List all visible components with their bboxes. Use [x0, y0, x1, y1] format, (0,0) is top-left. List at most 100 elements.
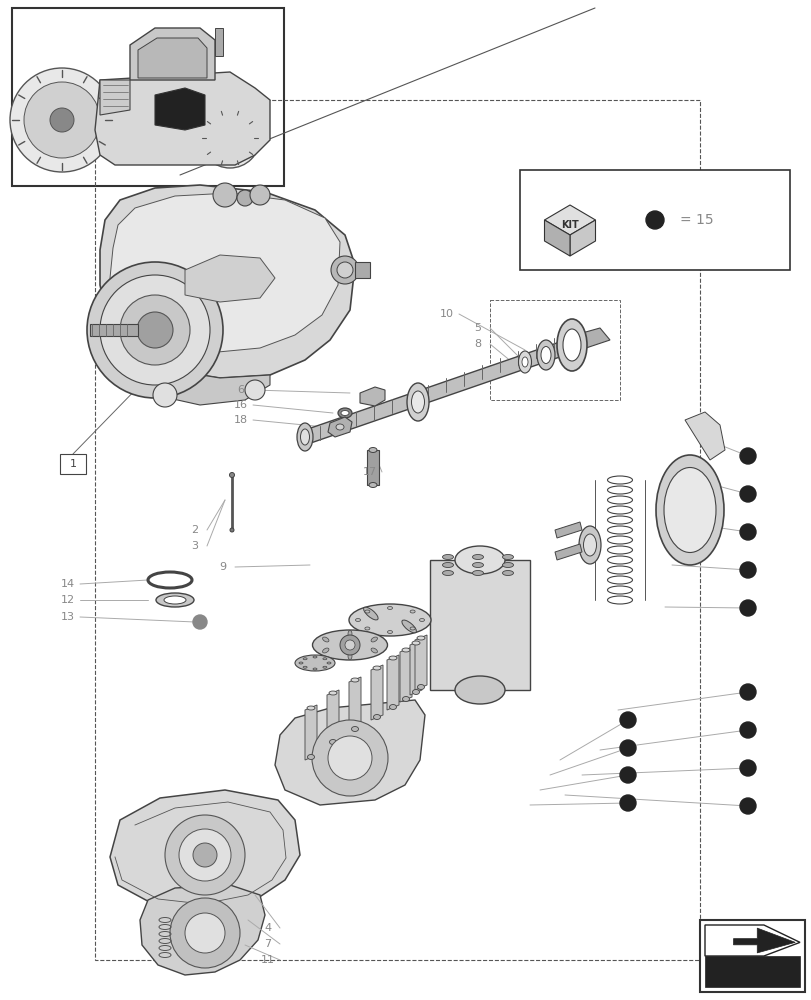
Ellipse shape — [389, 704, 396, 710]
Ellipse shape — [294, 655, 335, 671]
Circle shape — [739, 722, 755, 738]
Ellipse shape — [540, 347, 551, 363]
Circle shape — [646, 211, 663, 229]
Circle shape — [208, 116, 251, 160]
Polygon shape — [100, 185, 354, 378]
Text: 14: 14 — [61, 579, 75, 589]
Circle shape — [193, 843, 217, 867]
Ellipse shape — [230, 528, 234, 532]
Ellipse shape — [363, 607, 378, 620]
Ellipse shape — [323, 658, 327, 660]
Ellipse shape — [327, 662, 331, 664]
Polygon shape — [574, 328, 609, 350]
Bar — [704, 956, 799, 987]
Ellipse shape — [156, 593, 194, 607]
Ellipse shape — [536, 340, 554, 370]
Polygon shape — [569, 220, 594, 256]
Ellipse shape — [562, 329, 581, 361]
Bar — [95, 100, 699, 960]
Circle shape — [193, 615, 207, 629]
Polygon shape — [185, 255, 275, 302]
Circle shape — [100, 275, 210, 385]
Ellipse shape — [388, 656, 397, 660]
Ellipse shape — [406, 383, 428, 421]
Ellipse shape — [655, 455, 723, 565]
Ellipse shape — [373, 714, 380, 720]
Ellipse shape — [336, 424, 344, 430]
Text: 16: 16 — [234, 400, 247, 410]
Ellipse shape — [411, 641, 419, 645]
Circle shape — [165, 815, 245, 895]
Circle shape — [739, 486, 755, 502]
Text: 9: 9 — [219, 562, 226, 572]
Ellipse shape — [417, 636, 424, 640]
Polygon shape — [305, 705, 316, 760]
Circle shape — [328, 736, 371, 780]
Circle shape — [331, 256, 358, 284]
Text: KIT: KIT — [560, 220, 578, 230]
Circle shape — [739, 760, 755, 776]
Polygon shape — [138, 38, 207, 78]
Bar — [60, 454, 86, 474]
Ellipse shape — [312, 630, 387, 660]
Ellipse shape — [411, 391, 424, 413]
Ellipse shape — [371, 637, 377, 642]
Circle shape — [340, 635, 359, 655]
Ellipse shape — [312, 668, 316, 670]
Text: 6: 6 — [237, 385, 244, 395]
Circle shape — [237, 190, 253, 206]
Ellipse shape — [454, 676, 504, 704]
Ellipse shape — [307, 754, 314, 760]
Bar — [215, 28, 223, 56]
Text: 17: 17 — [363, 467, 376, 477]
Polygon shape — [544, 220, 569, 256]
Polygon shape — [554, 544, 581, 560]
Polygon shape — [704, 925, 799, 956]
Ellipse shape — [322, 637, 328, 642]
Ellipse shape — [417, 684, 424, 690]
Ellipse shape — [419, 618, 424, 621]
Ellipse shape — [303, 666, 307, 668]
Ellipse shape — [387, 606, 392, 609]
Ellipse shape — [442, 562, 453, 568]
Ellipse shape — [371, 648, 377, 653]
Circle shape — [185, 913, 225, 953]
Ellipse shape — [521, 357, 527, 367]
Polygon shape — [414, 635, 427, 690]
Polygon shape — [275, 700, 424, 805]
Ellipse shape — [583, 534, 596, 556]
Bar — [430, 560, 530, 690]
Circle shape — [620, 795, 635, 811]
Ellipse shape — [230, 473, 234, 478]
Ellipse shape — [502, 562, 513, 568]
Text: 5: 5 — [474, 323, 481, 333]
Ellipse shape — [401, 648, 410, 652]
Ellipse shape — [502, 570, 513, 576]
Ellipse shape — [401, 620, 416, 633]
Ellipse shape — [472, 570, 483, 576]
Polygon shape — [371, 665, 383, 720]
Ellipse shape — [472, 554, 483, 560]
Ellipse shape — [556, 319, 586, 371]
Circle shape — [345, 640, 354, 650]
Polygon shape — [100, 80, 130, 115]
Ellipse shape — [578, 526, 600, 564]
Polygon shape — [155, 88, 204, 130]
Circle shape — [620, 712, 635, 728]
Ellipse shape — [307, 706, 315, 710]
Ellipse shape — [372, 666, 380, 670]
Ellipse shape — [329, 740, 336, 744]
Ellipse shape — [454, 546, 504, 574]
Polygon shape — [130, 28, 215, 80]
Ellipse shape — [298, 662, 303, 664]
Polygon shape — [410, 640, 422, 695]
Ellipse shape — [348, 631, 351, 638]
Polygon shape — [684, 412, 724, 460]
Polygon shape — [400, 647, 411, 702]
Ellipse shape — [442, 570, 453, 576]
Circle shape — [739, 562, 755, 578]
Polygon shape — [139, 885, 264, 975]
Circle shape — [24, 82, 100, 158]
Ellipse shape — [364, 610, 370, 613]
Polygon shape — [109, 790, 299, 910]
